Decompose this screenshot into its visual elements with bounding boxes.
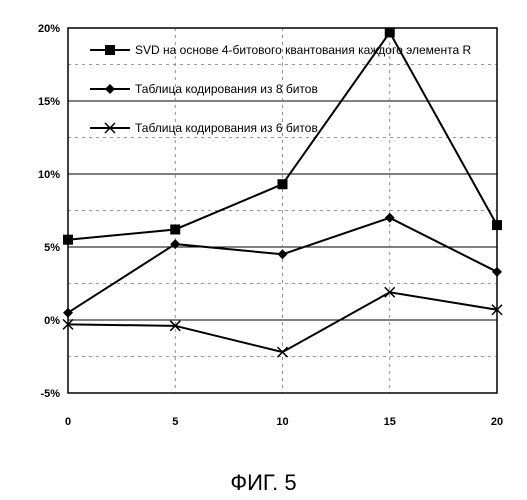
x-tick-label: 10: [276, 416, 288, 428]
y-tick-label: 5%: [44, 242, 60, 254]
marker-square: [278, 179, 288, 189]
y-axis-ticks: 20% 15% 10% 5% 0% -5%: [38, 23, 60, 400]
y-tick-label: 0%: [44, 315, 60, 327]
marker-diamond: [63, 308, 73, 318]
legend-item: Таблица кодирования из 8 битов: [90, 82, 318, 96]
x-axis-ticks: 0 5 10 15 20: [65, 416, 503, 428]
legend-item: Таблица кодирования из 6 битов: [90, 121, 318, 135]
marker-square: [63, 235, 73, 245]
marker-diamond: [105, 84, 115, 94]
x-tick-label: 0: [65, 416, 71, 428]
figure-caption: ФИГ. 5: [0, 470, 527, 496]
y-tick-label: -5%: [40, 388, 60, 400]
marker-diamond: [170, 239, 180, 249]
legend-item: SVD на основе 4-битового квантования каж…: [90, 43, 472, 57]
series-layer: [63, 27, 502, 357]
marker-square: [170, 224, 180, 234]
x-tick-label: 5: [172, 416, 178, 428]
y-tick-label: 10%: [38, 169, 60, 181]
marker-square: [385, 27, 395, 37]
marker-square: [105, 45, 115, 55]
marker-diamond: [492, 267, 502, 277]
y-tick-label: 15%: [38, 96, 60, 108]
y-tick-label: 20%: [38, 23, 60, 35]
marker-diamond: [385, 213, 395, 223]
legend: SVD на основе 4-битового квантования каж…: [90, 43, 472, 135]
legend-label: SVD на основе 4-битового квантования каж…: [135, 43, 472, 57]
marker-diamond: [278, 249, 288, 259]
x-tick-label: 20: [491, 416, 503, 428]
legend-label: Таблица кодирования из 6 битов: [135, 121, 318, 135]
marker-square: [492, 220, 502, 230]
x-tick-label: 15: [384, 416, 396, 428]
legend-label: Таблица кодирования из 8 битов: [135, 82, 318, 96]
